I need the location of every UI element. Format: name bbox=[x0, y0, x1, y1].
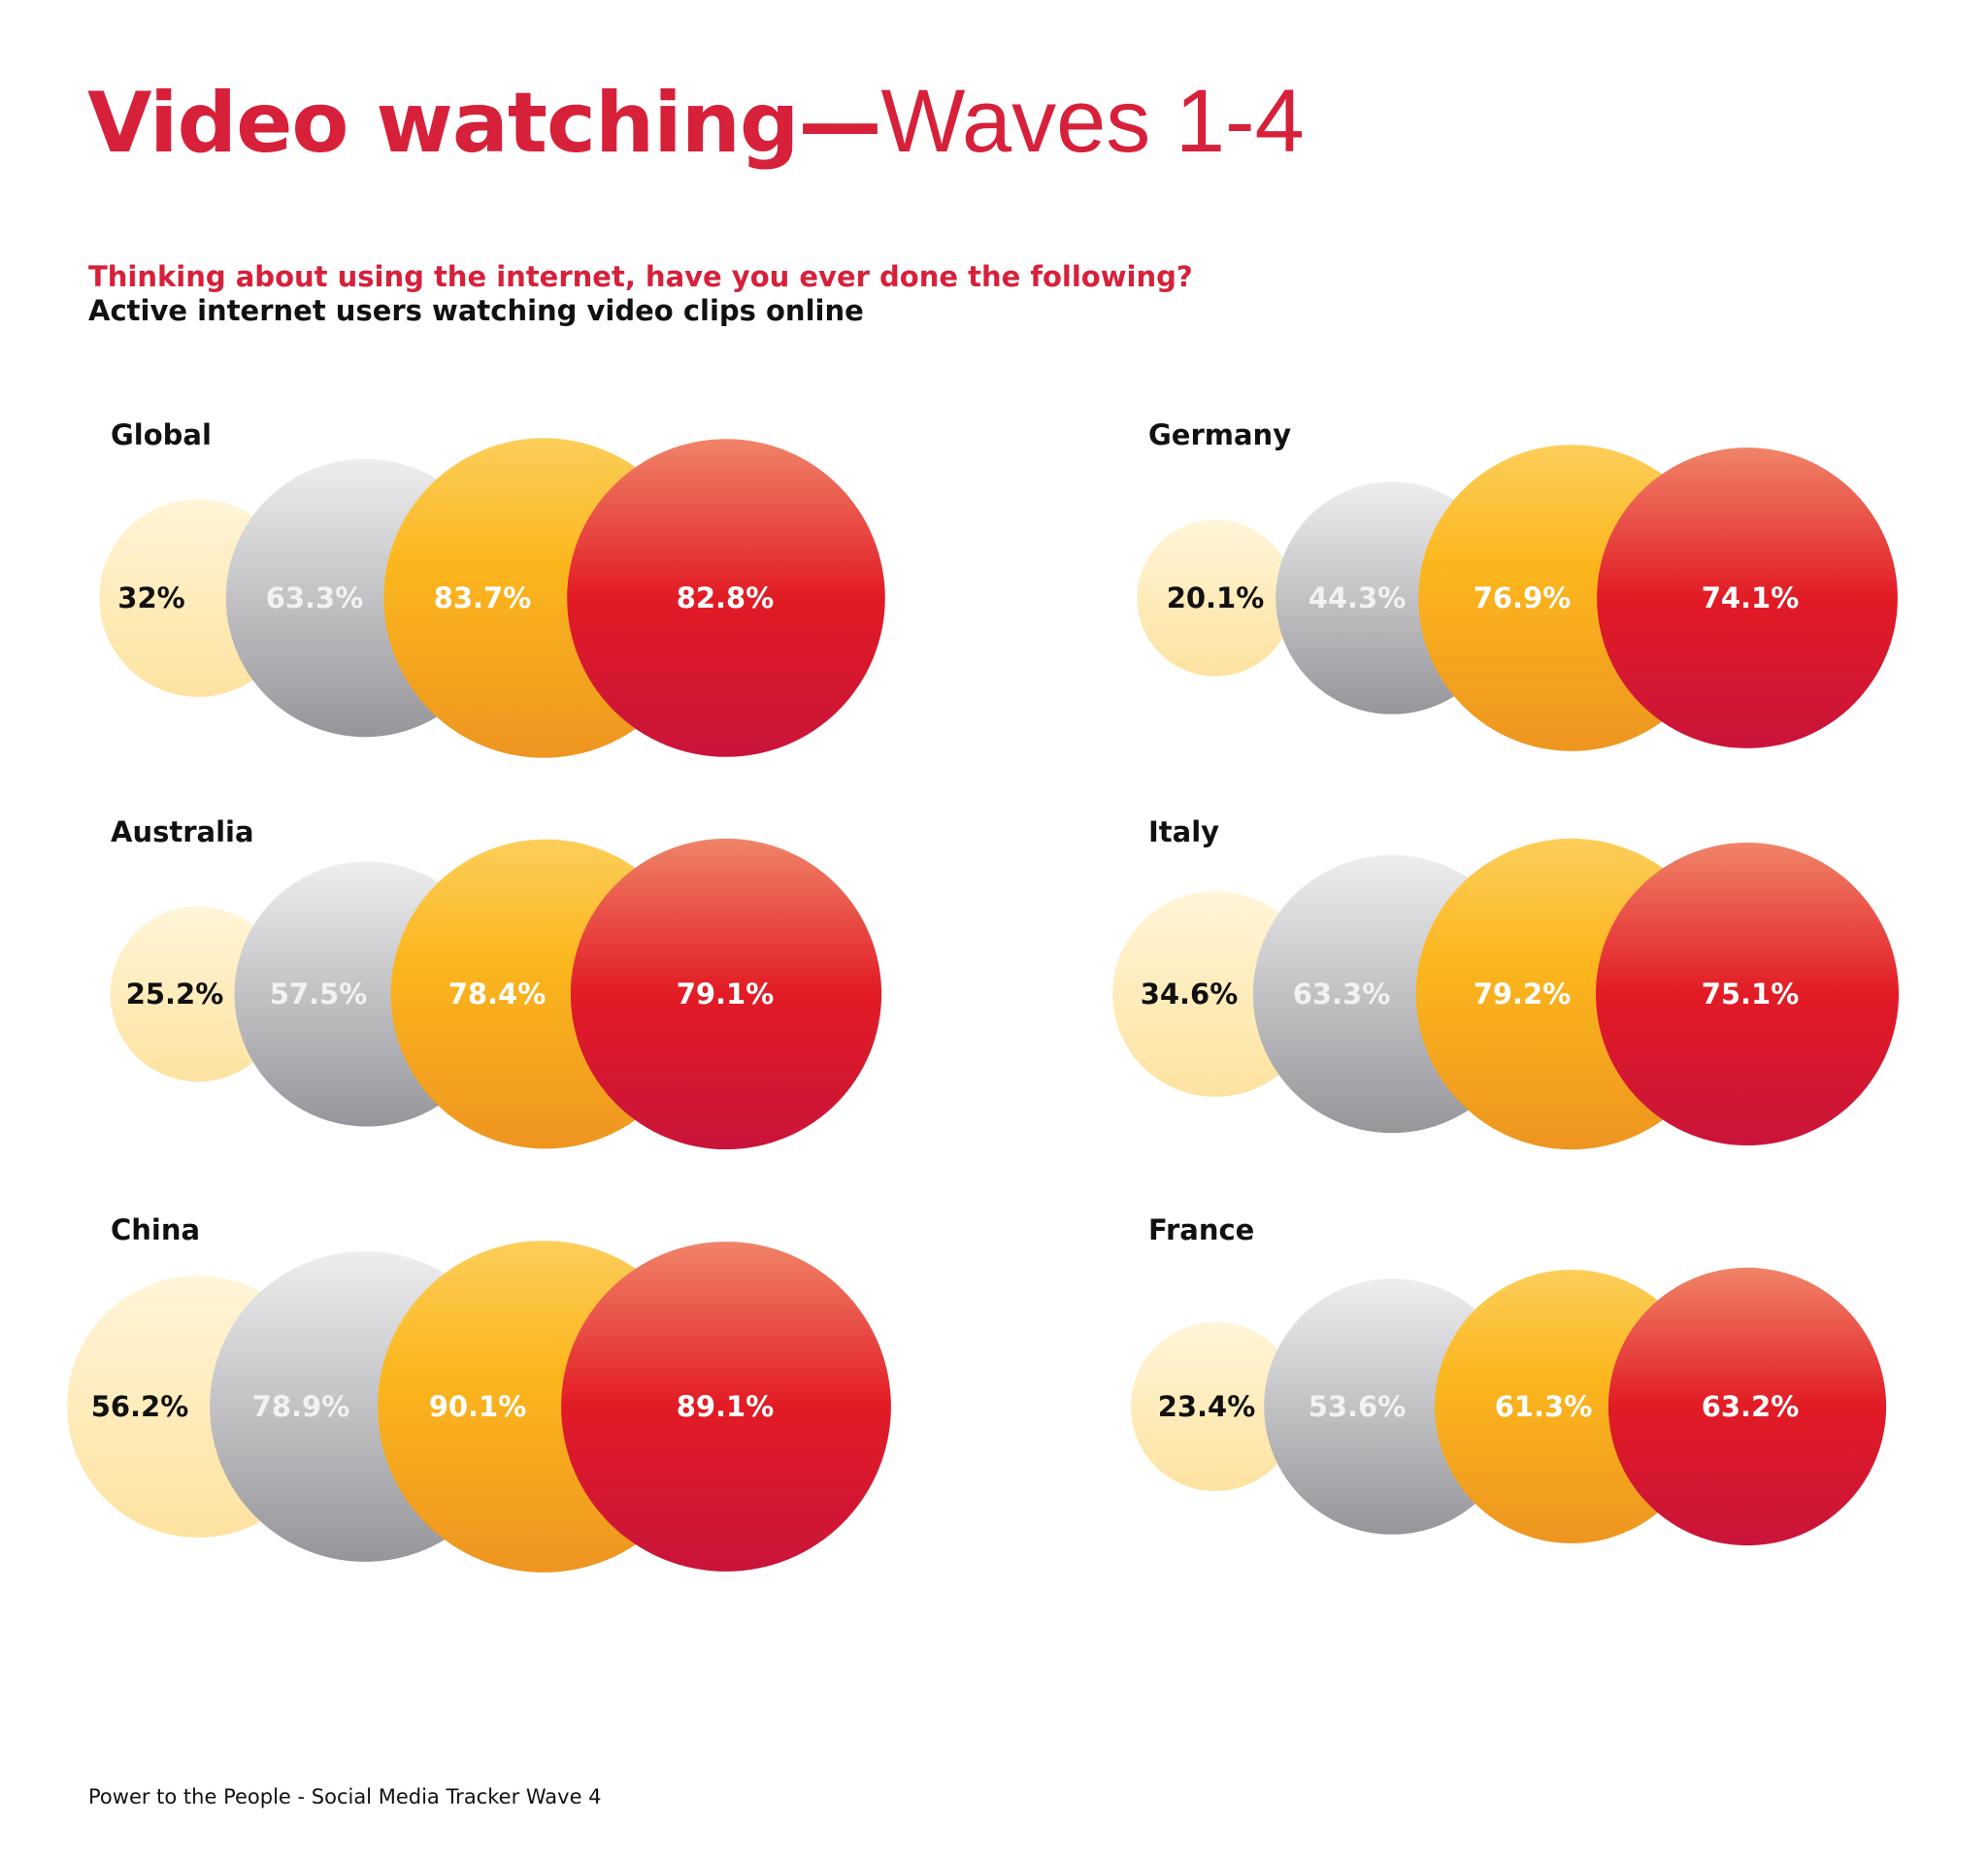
data-label-wave-3: 79.2% bbox=[1474, 978, 1572, 1011]
panel-global: Global 32% 63.3% 83.7% 82.8% bbox=[99, 418, 885, 758]
data-label-wave-2: 63.3% bbox=[266, 581, 364, 614]
data-label-wave-4: 89.1% bbox=[677, 1390, 775, 1423]
panel-title: France bbox=[1148, 1213, 1254, 1246]
panel-title: Germany bbox=[1148, 418, 1291, 451]
data-label-wave-1: 56.2% bbox=[91, 1390, 189, 1423]
bubble-wave-4 bbox=[570, 838, 882, 1150]
data-label-wave-3: 78.4% bbox=[448, 978, 547, 1011]
panel-china: China 56.2% 78.9% 90.1% 89.1% bbox=[67, 1213, 891, 1573]
panel-title: Global bbox=[111, 418, 212, 451]
bubble-wave-1 bbox=[1130, 1321, 1301, 1492]
data-label-wave-1: 34.6% bbox=[1141, 978, 1239, 1011]
panel-australia: Australia 25.2% 57.5% 78.4% 79.1% bbox=[110, 815, 882, 1150]
panel-france: France 23.4% 53.6% 61.3% 63.2% bbox=[1130, 1213, 1887, 1546]
data-label-wave-4: 82.8% bbox=[677, 581, 775, 614]
title-light: Waves 1-4 bbox=[880, 72, 1305, 171]
bubble-wave-4 bbox=[567, 439, 885, 757]
data-label-wave-4: 79.1% bbox=[677, 978, 775, 1011]
data-label-wave-1: 23.4% bbox=[1158, 1390, 1256, 1423]
data-label-wave-4: 75.1% bbox=[1702, 978, 1800, 1011]
panel-title: Australia bbox=[111, 815, 254, 848]
data-label-wave-3: 76.9% bbox=[1474, 581, 1572, 614]
data-label-wave-3: 61.3% bbox=[1495, 1390, 1593, 1423]
data-label-wave-1: 20.1% bbox=[1167, 581, 1265, 614]
data-label-wave-4: 74.1% bbox=[1702, 581, 1800, 614]
question-text: Thinking about using the internet, have … bbox=[88, 260, 1193, 293]
data-label-wave-3: 90.1% bbox=[429, 1390, 527, 1423]
page-title: Video watching—Waves 1-4 bbox=[87, 68, 1305, 175]
bubble-wave-1 bbox=[110, 906, 286, 1082]
bubble-wave-4 bbox=[1596, 843, 1899, 1145]
data-label-wave-2: 53.6% bbox=[1309, 1390, 1407, 1423]
bubble-wave-4 bbox=[1607, 1267, 1887, 1546]
data-label-wave-1: 32% bbox=[117, 581, 184, 614]
data-label-wave-4: 63.2% bbox=[1702, 1390, 1800, 1423]
title-bold: Video watching— bbox=[87, 75, 881, 172]
bubble-wave-4 bbox=[1597, 447, 1898, 748]
data-label-wave-2: 63.3% bbox=[1293, 978, 1391, 1011]
panel-italy: Italy 34.6% 63.3% 79.2% 75.1% bbox=[1112, 815, 1899, 1150]
bubble-wave-4 bbox=[561, 1242, 891, 1572]
chart-subtitle: Active internet users watching video cli… bbox=[88, 294, 864, 327]
footer-source: Power to the People - Social Media Track… bbox=[88, 1785, 602, 1808]
panel-germany: Germany 20.1% 44.3% 76.9% 74.1% bbox=[1137, 418, 1898, 751]
panel-title: China bbox=[111, 1213, 200, 1246]
data-label-wave-2: 44.3% bbox=[1309, 581, 1407, 614]
data-label-wave-3: 83.7% bbox=[434, 581, 532, 614]
data-label-wave-2: 78.9% bbox=[252, 1390, 350, 1423]
data-label-wave-2: 57.5% bbox=[270, 978, 368, 1011]
panel-title: Italy bbox=[1148, 815, 1219, 848]
data-label-wave-1: 25.2% bbox=[126, 978, 224, 1011]
bubble-wave-1 bbox=[1137, 519, 1294, 677]
